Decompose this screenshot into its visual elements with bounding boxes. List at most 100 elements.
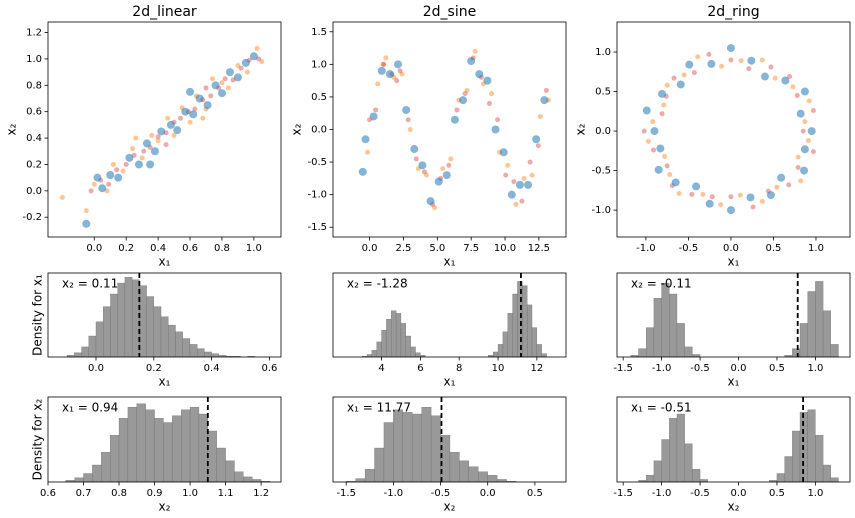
point xyxy=(664,163,670,169)
plot-area xyxy=(66,277,256,357)
x-axis-label: x₂ xyxy=(159,500,171,514)
bar xyxy=(661,282,670,357)
point xyxy=(709,194,715,200)
point xyxy=(407,127,413,132)
x-axis-label: x₁ xyxy=(728,255,740,269)
x-tick-label: 0.0 xyxy=(362,243,378,254)
bar xyxy=(189,407,200,482)
point xyxy=(718,202,724,208)
point xyxy=(796,109,805,118)
panel: x₂ = -0.11 -1.5 -1.0 -0.5 0.0 0.5 1.0 x₁ xyxy=(613,272,851,389)
bar xyxy=(784,456,793,482)
point xyxy=(800,87,809,96)
point xyxy=(689,191,695,197)
bar xyxy=(234,471,244,482)
annotation: x₂ = -1.28 xyxy=(347,277,408,291)
x-tick-label: -0.5 xyxy=(690,488,710,499)
point xyxy=(681,72,687,78)
point xyxy=(491,125,500,134)
panel: x₁ = 11.77 -1.5 -1.0 -0.5 0.0 0.5 x₂ xyxy=(332,396,567,514)
point xyxy=(781,76,790,85)
bar xyxy=(225,460,235,482)
point xyxy=(203,101,212,110)
bar xyxy=(136,403,146,482)
bar xyxy=(216,447,226,482)
axes-frame xyxy=(616,272,851,358)
point xyxy=(59,194,65,200)
point xyxy=(259,59,265,65)
x-tick-label: 12.5 xyxy=(528,243,550,254)
y-tick-label: 0.4 xyxy=(26,133,42,144)
point xyxy=(521,175,527,181)
point xyxy=(238,65,244,71)
x-axis-label: x₁ xyxy=(444,255,456,269)
point xyxy=(380,61,386,67)
y-tick-label: 0.2 xyxy=(26,159,42,170)
point xyxy=(426,197,435,206)
bar xyxy=(830,344,839,357)
point xyxy=(499,148,508,157)
bar xyxy=(211,353,219,357)
bar xyxy=(160,316,169,357)
point xyxy=(642,106,651,115)
point xyxy=(507,190,516,199)
bar xyxy=(74,477,84,482)
x-tick-label: 2.5 xyxy=(395,243,411,254)
point xyxy=(524,180,533,189)
bar xyxy=(669,418,678,482)
point xyxy=(540,96,549,105)
bar xyxy=(207,430,217,482)
point xyxy=(211,81,220,90)
point xyxy=(645,138,651,144)
point xyxy=(777,173,786,182)
point xyxy=(442,171,451,180)
point xyxy=(195,94,204,103)
bar xyxy=(792,430,801,482)
bar xyxy=(233,356,241,357)
bar xyxy=(139,285,147,357)
bar xyxy=(95,321,104,357)
point xyxy=(181,107,190,116)
point xyxy=(446,162,452,168)
x-tick-label: 1.2 xyxy=(253,488,269,499)
point xyxy=(134,160,143,169)
point xyxy=(369,112,378,121)
point xyxy=(543,87,549,93)
bar xyxy=(145,409,155,482)
x-tick-label: 1.0 xyxy=(807,363,823,374)
bar xyxy=(101,452,111,482)
point xyxy=(402,105,411,114)
plot-area xyxy=(630,281,839,357)
y-axis-label: x₂ xyxy=(574,123,588,135)
point xyxy=(641,128,647,134)
point xyxy=(537,113,543,119)
annotation: x₁ = 0.94 xyxy=(62,401,118,415)
y-tick-label: -0.5 xyxy=(307,157,327,168)
x-tick-label: 0.7 xyxy=(76,488,92,499)
bar xyxy=(172,415,182,482)
bar xyxy=(468,466,479,482)
point xyxy=(746,66,752,72)
x-tick-label: 0.4 xyxy=(204,363,220,374)
x-tick-label: -0.5 xyxy=(690,363,710,374)
bar xyxy=(127,407,137,482)
bar xyxy=(692,354,701,357)
point xyxy=(676,80,685,89)
x-tick-label: 7.5 xyxy=(463,243,479,254)
point xyxy=(361,135,370,144)
point xyxy=(222,76,228,82)
point xyxy=(805,138,811,144)
bar xyxy=(541,353,547,357)
point xyxy=(177,115,183,121)
point xyxy=(691,70,697,76)
bar xyxy=(400,323,406,357)
x-tick-label: 1.0 xyxy=(182,488,198,499)
x-axis-label: x₂ xyxy=(444,500,456,514)
point xyxy=(738,58,744,64)
bar xyxy=(527,304,533,357)
axes-frame xyxy=(332,21,567,238)
bar xyxy=(440,435,451,482)
point xyxy=(667,172,673,178)
point xyxy=(139,155,145,161)
bar xyxy=(386,319,392,357)
